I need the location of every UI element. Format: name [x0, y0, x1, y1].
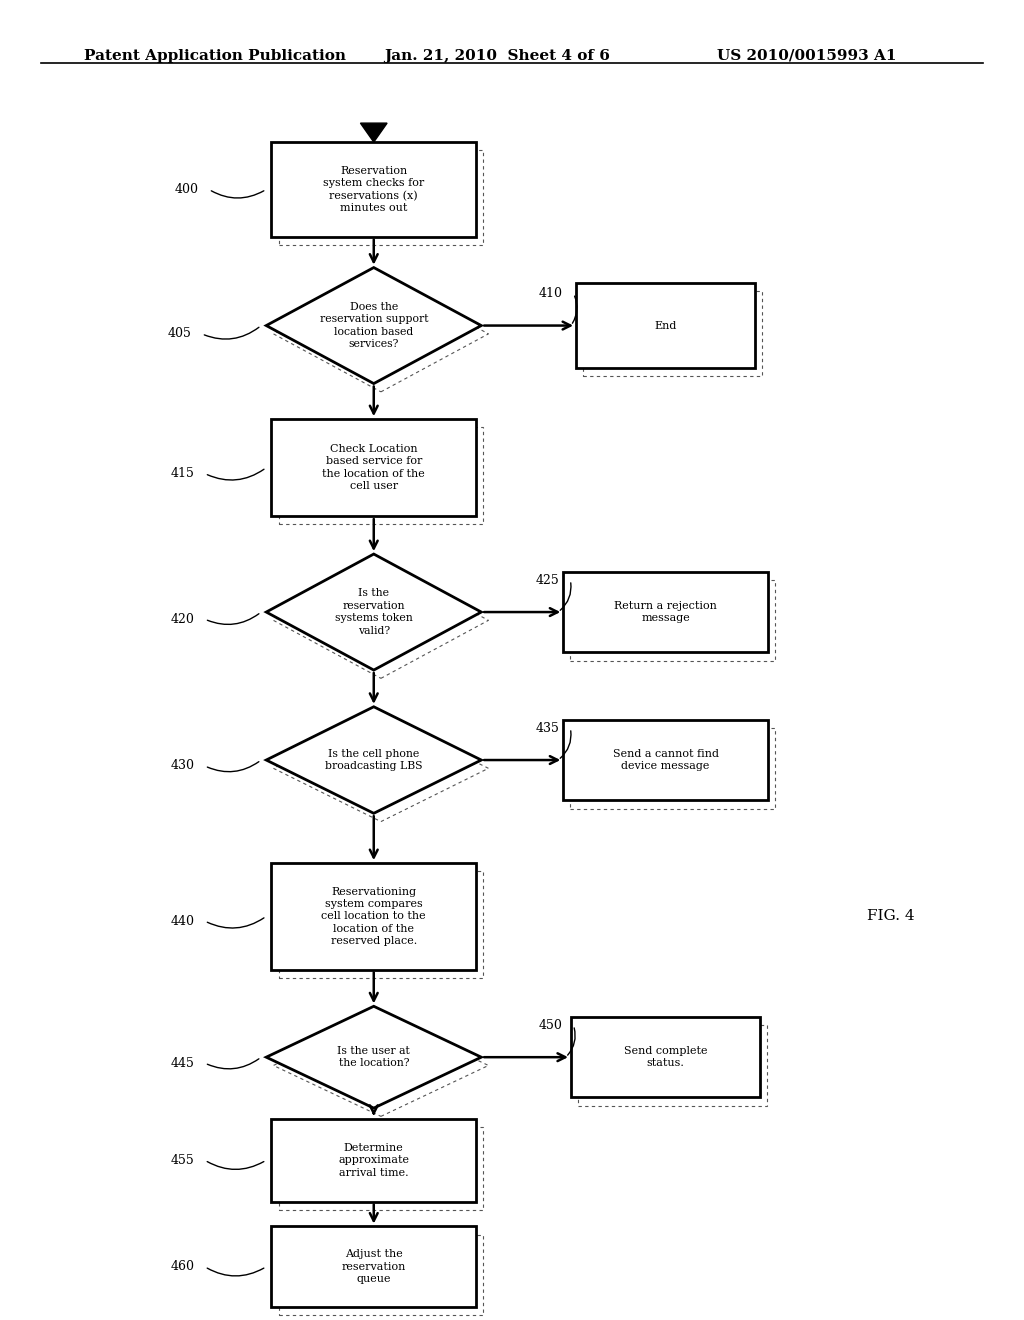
Text: 410: 410 [539, 286, 563, 300]
Text: 425: 425 [536, 574, 560, 586]
Text: 460: 460 [170, 1261, 195, 1274]
Text: End: End [654, 321, 677, 330]
Text: 400: 400 [174, 183, 199, 195]
Text: 445: 445 [170, 1056, 195, 1069]
Text: US 2010/0015993 A1: US 2010/0015993 A1 [717, 49, 896, 63]
Text: Is the cell phone
broadcasting LBS: Is the cell phone broadcasting LBS [325, 748, 423, 771]
Polygon shape [266, 1006, 481, 1107]
Text: Does the
reservation support
location based
services?: Does the reservation support location ba… [319, 302, 428, 350]
Text: Check Location
based service for
the location of the
cell user: Check Location based service for the loc… [323, 444, 425, 491]
Text: 430: 430 [170, 759, 195, 772]
Text: 420: 420 [170, 612, 195, 626]
Polygon shape [266, 268, 481, 384]
Text: Patent Application Publication: Patent Application Publication [84, 49, 346, 63]
Text: Adjust the
reservation
queue: Adjust the reservation queue [342, 1249, 406, 1284]
Text: FIG. 4: FIG. 4 [867, 909, 914, 923]
FancyBboxPatch shape [271, 1226, 476, 1307]
Text: 440: 440 [170, 915, 195, 928]
FancyBboxPatch shape [271, 143, 476, 236]
Text: Send complete
status.: Send complete status. [624, 1045, 708, 1068]
Text: Jan. 21, 2010  Sheet 4 of 6: Jan. 21, 2010 Sheet 4 of 6 [384, 49, 610, 63]
Text: 405: 405 [167, 327, 191, 341]
FancyBboxPatch shape [271, 1119, 476, 1201]
Text: 415: 415 [170, 467, 195, 480]
Text: Return a rejection
message: Return a rejection message [614, 601, 717, 623]
FancyBboxPatch shape [571, 1016, 760, 1097]
Text: Determine
approximate
arrival time.: Determine approximate arrival time. [338, 1143, 410, 1177]
Polygon shape [360, 123, 387, 143]
Text: Send a cannot find
device message: Send a cannot find device message [612, 748, 719, 771]
Polygon shape [266, 554, 481, 671]
Polygon shape [266, 706, 481, 813]
Text: 455: 455 [170, 1154, 195, 1167]
FancyBboxPatch shape [271, 418, 476, 516]
FancyBboxPatch shape [563, 572, 768, 652]
Text: Reservation
system checks for
reservations (x)
minutes out: Reservation system checks for reservatio… [324, 165, 424, 214]
Text: Reservationing
system compares
cell location to the
location of the
reserved pla: Reservationing system compares cell loca… [322, 887, 426, 946]
Text: 450: 450 [539, 1019, 563, 1032]
FancyBboxPatch shape [575, 282, 756, 368]
Text: Is the
reservation
systems token
valid?: Is the reservation systems token valid? [335, 589, 413, 636]
Text: Is the user at
the location?: Is the user at the location? [337, 1045, 411, 1068]
FancyBboxPatch shape [271, 863, 476, 970]
FancyBboxPatch shape [563, 719, 768, 800]
Text: 435: 435 [536, 722, 560, 734]
